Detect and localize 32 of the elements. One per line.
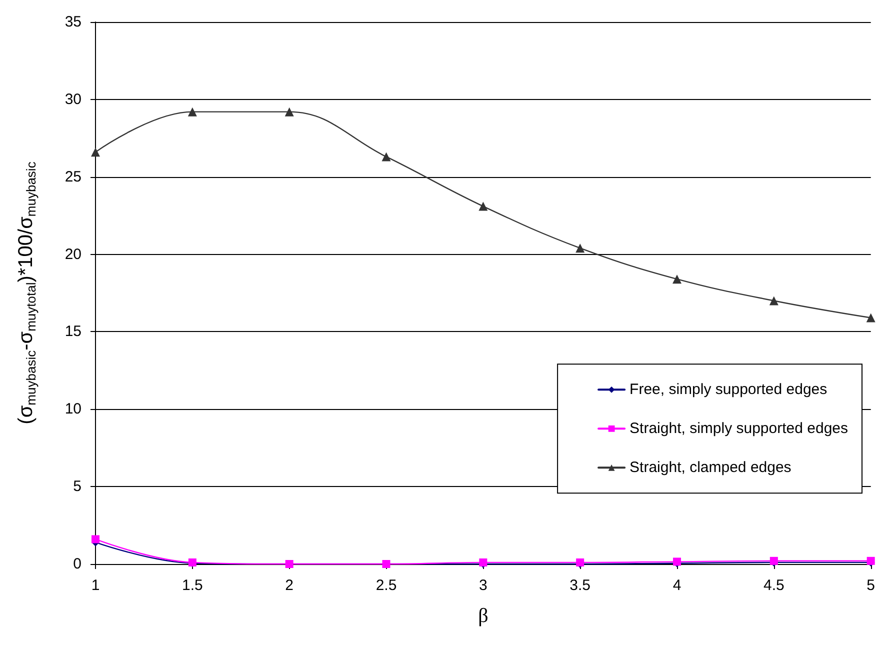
point — [866, 313, 876, 322]
legend-label: Straight, simply supported edges — [630, 420, 848, 438]
y-tick-label: 10 — [64, 400, 82, 418]
x-tick-label: 3.5 — [570, 577, 591, 594]
x-tick-label: 3 — [478, 577, 488, 594]
point — [188, 107, 197, 116]
x-tick-label: 2.5 — [376, 577, 397, 594]
point — [284, 107, 294, 116]
y-tick-label: 0 — [73, 556, 82, 572]
legend-label: Straight, clamped edges — [630, 459, 792, 476]
point — [92, 535, 100, 544]
y-axis-title: (σmuybasic-σmuytotal)*100/σmuybasic — [15, 161, 38, 424]
y-tick-label: 15 — [64, 323, 82, 340]
x-tick-label: 4.5 — [763, 577, 784, 594]
point — [478, 202, 488, 211]
point — [769, 296, 778, 306]
point — [91, 148, 100, 157]
x-tick-label: 2 — [285, 577, 294, 594]
y-tick-label: 20 — [64, 246, 82, 263]
y-tick-label: 35 — [64, 14, 82, 30]
x-tick-label: 4 — [672, 577, 682, 594]
x-tick-label: 1.5 — [182, 577, 203, 594]
x-axis-title: β — [478, 605, 488, 627]
legend-label: Free, simply supported edges — [630, 381, 828, 398]
point — [382, 152, 391, 162]
point — [576, 244, 585, 253]
x-tick-label: 1 — [91, 577, 100, 594]
x-tick-label: 5 — [866, 577, 875, 594]
y-tick-label: 25 — [64, 168, 82, 186]
y-tick-label: 5 — [73, 478, 82, 496]
point — [672, 274, 682, 284]
y-tick-label: 30 — [64, 90, 82, 108]
